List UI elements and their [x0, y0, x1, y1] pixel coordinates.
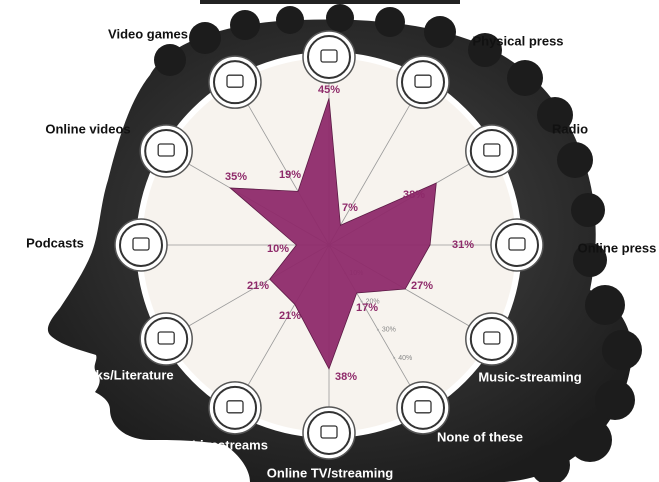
icon-ring — [139, 312, 193, 366]
tick-mark — [360, 300, 363, 303]
icon-ring — [208, 381, 262, 435]
icon-glyph — [226, 400, 244, 414]
value-label: 21% — [247, 280, 269, 292]
icon-ring — [490, 218, 544, 272]
icon-glyph — [414, 400, 432, 414]
category-label: Podcasts — [26, 235, 84, 250]
category-label: Online press — [578, 240, 657, 255]
icon-glyph — [132, 237, 150, 251]
icon-glyph — [483, 143, 501, 157]
icon-glyph — [157, 143, 175, 157]
tick-mark — [393, 356, 396, 359]
category-label: None of these — [437, 429, 523, 444]
value-label: 7% — [342, 202, 358, 214]
icon-ring — [396, 55, 450, 109]
category-label: Music-streaming — [478, 369, 581, 384]
tick-mark — [376, 328, 379, 331]
value-label: 10% — [267, 243, 289, 255]
icon-glyph — [320, 425, 338, 439]
value-label: 27% — [411, 280, 433, 292]
icon-inner — [213, 385, 257, 430]
icon-ring — [114, 218, 168, 272]
icon-ring — [396, 381, 450, 435]
icon-ring — [302, 30, 356, 84]
value-label: 35% — [225, 171, 247, 183]
category-label: Online TV/streaming — [267, 465, 393, 480]
icon-inner — [213, 60, 257, 105]
r-tick-label: 30% — [382, 327, 396, 334]
icon-inner — [119, 223, 163, 267]
icon-glyph — [483, 331, 501, 345]
icon-ring — [208, 55, 262, 109]
value-label: 38% — [403, 189, 425, 201]
category-label: Online videos — [45, 121, 130, 136]
icon-inner — [469, 129, 514, 173]
icon-inner — [144, 129, 189, 173]
value-label: 17% — [356, 302, 378, 314]
spoke — [328, 103, 411, 246]
top-bar — [200, 0, 460, 4]
hair-curls — [154, 4, 642, 482]
icon-inner — [144, 317, 189, 361]
category-label: Livestreams — [192, 437, 268, 452]
icon-glyph — [320, 49, 338, 63]
r-tick-label: 40% — [398, 355, 412, 362]
icon-inner — [401, 385, 445, 430]
icon-glyph — [414, 74, 432, 88]
icon-glyph — [226, 74, 244, 88]
icon-ring — [302, 406, 356, 460]
icon-inner — [307, 411, 351, 455]
icon-ring — [465, 312, 519, 366]
value-label: 38% — [335, 371, 357, 383]
icon-inner — [307, 35, 351, 79]
value-label: 31% — [452, 239, 474, 251]
icon-inner — [401, 60, 445, 105]
icon-ring — [139, 124, 193, 178]
r-tick-label: 20% — [366, 298, 380, 305]
value-label: 45% — [318, 84, 340, 96]
icon-inner — [495, 223, 539, 267]
category-label: Books/Literature — [70, 367, 173, 382]
icon-ring — [465, 124, 519, 178]
value-label: 21% — [279, 310, 301, 322]
value-label: 19% — [279, 169, 301, 181]
category-label: Video games — [108, 26, 188, 41]
category-label: Radio — [552, 121, 588, 136]
category-label: Physical press — [472, 33, 563, 48]
icon-glyph — [508, 237, 526, 251]
icon-glyph — [157, 331, 175, 345]
icon-inner — [469, 317, 514, 361]
radar-area — [229, 98, 437, 370]
